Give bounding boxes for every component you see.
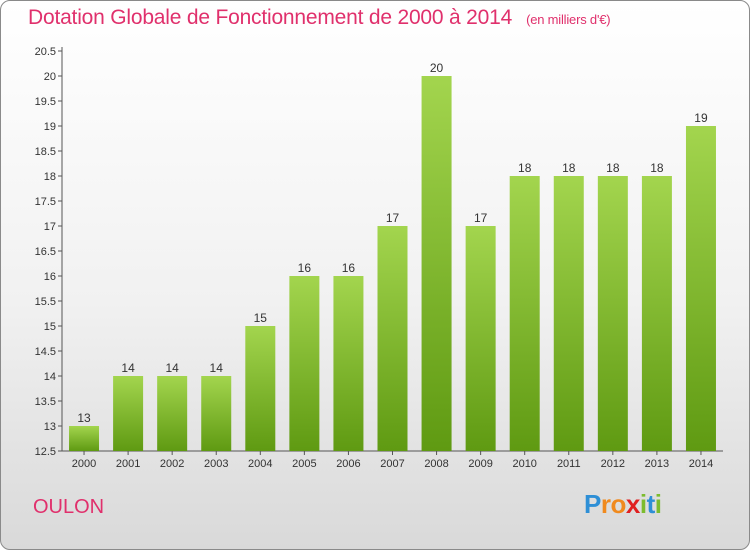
bar-value-label: 17 [386, 211, 400, 225]
y-tick-label: 18 [44, 171, 56, 183]
bar-value-label: 18 [650, 161, 664, 175]
bar [377, 226, 408, 451]
bar [201, 376, 232, 451]
bar [641, 176, 672, 451]
bar [553, 176, 584, 451]
y-tick-label: 12.5 [35, 446, 56, 458]
bar-value-label: 14 [210, 361, 224, 375]
bar [509, 176, 540, 451]
bar-value-label: 16 [342, 261, 356, 275]
bar [333, 276, 364, 451]
proxiti-logo: Proxiti [584, 489, 662, 520]
x-tick-label: 2001 [116, 458, 140, 470]
y-tick-label: 15.5 [35, 296, 56, 308]
logo-letter: x [625, 489, 640, 519]
bar-value-label: 14 [165, 361, 179, 375]
logo-letter: P [584, 489, 601, 519]
x-tick-label: 2011 [557, 458, 581, 470]
y-tick-label: 17.5 [35, 196, 56, 208]
x-tick-label: 2008 [424, 458, 448, 470]
bar [245, 326, 276, 451]
bar-value-label: 15 [254, 311, 268, 325]
y-tick-label: 15 [44, 321, 56, 333]
chart-title-text: Dotation Globale de Fonctionnement de 20… [28, 6, 513, 29]
y-tick-label: 20 [44, 71, 56, 83]
bar [289, 276, 320, 451]
y-tick-label: 14 [44, 371, 56, 383]
x-tick-label: 2005 [292, 458, 316, 470]
bar-value-label: 16 [298, 261, 312, 275]
chart-title: Dotation Globale de Fonctionnement de 20… [28, 6, 611, 30]
x-tick-label: 2007 [380, 458, 404, 470]
x-tick-label: 2003 [204, 458, 228, 470]
y-tick-label: 14.5 [35, 346, 56, 358]
bar [113, 376, 144, 451]
bar-value-label: 17 [474, 211, 488, 225]
y-tick-label: 16 [44, 271, 56, 283]
bar-value-label: 18 [562, 161, 576, 175]
x-tick-label: 2009 [468, 458, 492, 470]
x-tick-label: 2006 [336, 458, 360, 470]
x-tick-label: 2014 [689, 458, 713, 470]
bar [597, 176, 628, 451]
x-tick-label: 2012 [601, 458, 625, 470]
y-tick-label: 20.5 [35, 46, 56, 58]
x-tick-label: 2004 [248, 458, 272, 470]
bar-value-label: 20 [430, 61, 444, 75]
y-tick-label: 16.5 [35, 246, 56, 258]
bar-value-label: 13 [77, 411, 91, 425]
bar-value-label: 14 [121, 361, 135, 375]
x-tick-label: 2010 [512, 458, 536, 470]
y-tick-label: 13 [44, 421, 56, 433]
bar [157, 376, 188, 451]
bar [465, 226, 496, 451]
bar [69, 426, 100, 451]
y-tick-label: 18.5 [35, 146, 56, 158]
logo-letter: i [654, 489, 662, 519]
x-tick-label: 2013 [645, 458, 669, 470]
y-tick-label: 19 [44, 121, 56, 133]
chart-subtitle: (en milliers d'€) [526, 12, 611, 27]
commune-name: OULON [33, 496, 105, 518]
logo-letter: o [610, 489, 626, 519]
logo-letter: i [639, 489, 647, 519]
bar [421, 76, 452, 451]
bar-value-label: 18 [518, 161, 532, 175]
bar-value-label: 19 [694, 111, 708, 125]
x-tick-label: 2002 [160, 458, 184, 470]
bar [685, 126, 716, 451]
y-tick-label: 13.5 [35, 396, 56, 408]
y-tick-label: 17 [44, 221, 56, 233]
x-tick-label: 2000 [72, 458, 96, 470]
y-tick-label: 19.5 [35, 96, 56, 108]
logo-letter: t [646, 489, 656, 519]
bar-value-label: 18 [606, 161, 620, 175]
logo-letter: r [600, 489, 611, 519]
